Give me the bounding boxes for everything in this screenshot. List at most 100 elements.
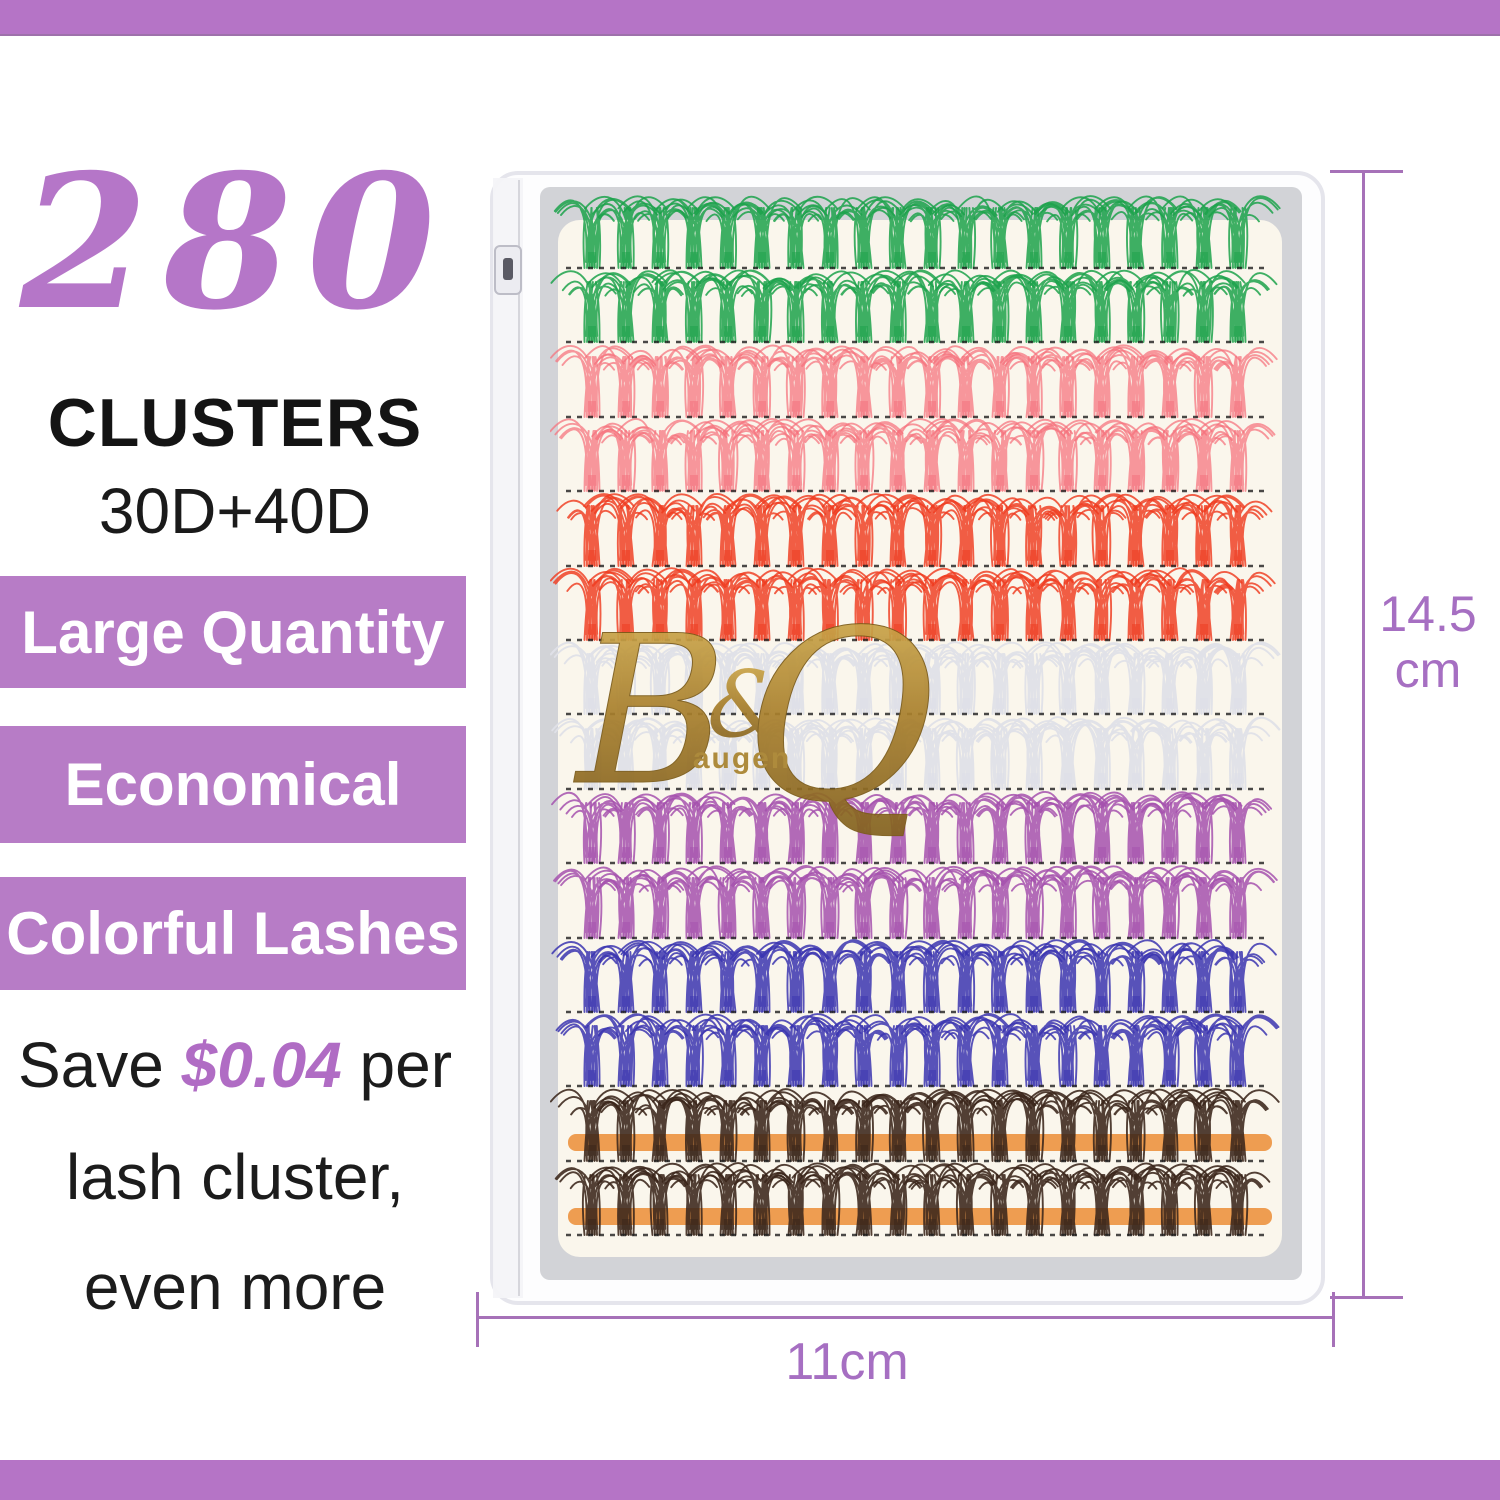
lash-cluster	[1161, 865, 1242, 939]
lash-cluster	[1059, 939, 1142, 1013]
lash-cluster	[893, 866, 974, 939]
feature-banner-colorful-lashes: Colorful Lashes	[0, 877, 466, 990]
lash-cluster	[721, 418, 805, 492]
bag-zipper-pull	[503, 258, 513, 280]
lash-row-blue	[555, 1013, 1280, 1088]
lash-row-pink	[550, 344, 1278, 419]
lash-row-purple	[551, 791, 1273, 865]
lash-cluster	[829, 568, 906, 641]
lash-cluster	[1026, 1089, 1110, 1162]
lash-cluster	[1196, 419, 1276, 492]
lash-cluster	[927, 273, 1003, 343]
lash-cluster	[661, 493, 737, 567]
lash-cluster	[764, 647, 832, 715]
watermark-brand: augen	[693, 742, 791, 775]
save-text-line1: Save $0.04 per	[0, 1029, 470, 1101]
lash-cluster	[1198, 1165, 1271, 1236]
lash-cluster	[1064, 642, 1143, 715]
lash-cluster	[891, 569, 970, 641]
lash-cluster	[1197, 716, 1281, 790]
lash-cluster	[789, 495, 869, 567]
lash-cluster	[1026, 1163, 1106, 1236]
headline-label: CLUSTERS	[47, 385, 423, 461]
lash-cluster	[1094, 791, 1170, 864]
feature-banner-large-quantity: Large Quantity	[0, 576, 466, 688]
lash-cluster	[1162, 419, 1245, 492]
lash-cluster	[1129, 569, 1211, 641]
lash-cluster	[587, 568, 668, 641]
lash-cluster	[1102, 1164, 1177, 1236]
lash-cluster	[1166, 646, 1241, 715]
height-value: 14.5	[1379, 586, 1477, 642]
lash-cluster	[791, 1163, 872, 1236]
lash-cluster	[551, 941, 629, 1013]
lash-cluster	[1095, 271, 1177, 343]
height-dimension-tick-bottom	[1330, 1296, 1403, 1299]
lash-cluster	[930, 1013, 1009, 1087]
lash-row-red	[556, 493, 1273, 568]
save-text-line2: lash cluster,	[66, 1141, 404, 1213]
lash-cluster	[583, 493, 665, 567]
lash-cluster	[553, 198, 632, 269]
lash-cluster	[991, 269, 1070, 343]
lash-cluster	[787, 418, 868, 492]
lash-cluster	[1162, 1163, 1244, 1236]
lash-cluster	[625, 270, 702, 343]
lash-cluster	[584, 196, 668, 269]
lash-cluster	[961, 940, 1043, 1013]
lash-row-purple	[553, 865, 1278, 940]
lash-cluster	[754, 1089, 836, 1162]
lash-cluster	[925, 717, 1007, 790]
lash-cluster	[590, 941, 667, 1013]
save-amount: $0.04	[181, 1029, 342, 1101]
lash-cluster	[1199, 347, 1278, 418]
lash-cluster	[1110, 1016, 1176, 1087]
lash-cluster	[1200, 795, 1273, 864]
lash-cluster	[1198, 195, 1281, 269]
lash-cluster	[584, 866, 665, 939]
lash-cluster	[824, 718, 905, 790]
lash-cluster	[856, 1163, 940, 1236]
lash-cluster	[857, 866, 927, 939]
lash-cluster	[1201, 272, 1278, 343]
lash-cluster	[1197, 641, 1281, 715]
lash-cluster	[1195, 939, 1277, 1013]
lash-cluster	[830, 867, 905, 939]
lash-cluster	[591, 425, 660, 492]
lash-cluster	[1094, 419, 1171, 492]
lash-cluster	[656, 348, 732, 418]
lash-cluster	[618, 940, 701, 1013]
lash-cluster	[923, 567, 1005, 641]
lash-cluster	[897, 641, 975, 715]
lash-cluster	[928, 198, 1005, 269]
save-text-line3: even more	[83, 1251, 387, 1323]
lash-cluster	[1134, 646, 1207, 715]
lash-cluster	[1027, 270, 1110, 343]
lash-cluster	[792, 346, 870, 418]
lash-cluster	[998, 939, 1077, 1013]
headline-number: 280	[19, 133, 451, 351]
lash-cluster	[551, 791, 624, 864]
lash-cluster	[1061, 493, 1145, 567]
lash-cluster	[993, 866, 1077, 939]
lash-cluster	[1025, 419, 1107, 492]
lash-cluster	[870, 351, 933, 418]
lash-cluster	[1063, 571, 1141, 641]
lash-cluster	[787, 641, 865, 715]
lash-cluster	[791, 197, 871, 269]
lash-cluster	[923, 1088, 1009, 1162]
lash-cluster	[963, 273, 1038, 343]
lash-cluster	[667, 419, 736, 492]
lash-cluster	[686, 1163, 769, 1236]
watermark-ampersand: &	[707, 651, 789, 758]
lash-cluster	[1165, 942, 1239, 1013]
width-dimension-label: 11cm	[785, 1333, 909, 1391]
lash-cluster	[891, 718, 971, 790]
lash-cluster	[1133, 867, 1211, 939]
lash-cluster	[824, 196, 906, 269]
lash-cluster	[1062, 793, 1135, 864]
lash-cluster	[933, 792, 1007, 864]
lash-cluster	[859, 571, 935, 641]
lash-cluster	[760, 1162, 839, 1236]
lash-cluster	[586, 270, 668, 343]
